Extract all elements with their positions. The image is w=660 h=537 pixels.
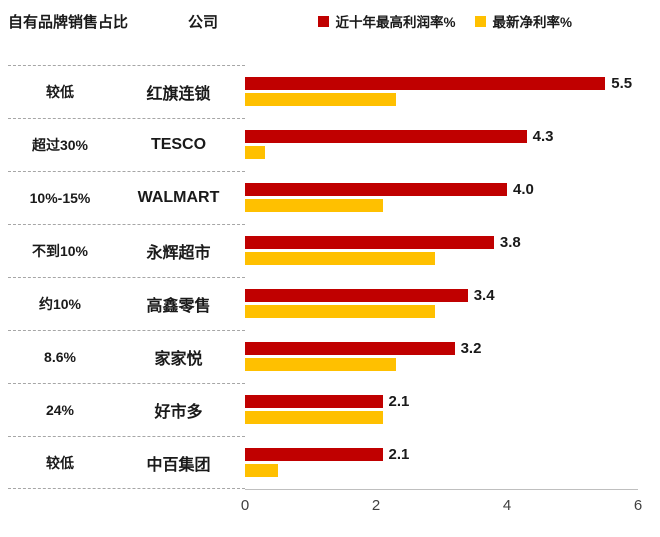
row-labels: 约10% 高鑫零售 [8, 277, 245, 330]
max-profit-bar-line: 2.1 [245, 392, 638, 410]
share-label: 8.6% [44, 349, 76, 365]
chart-row: 较低 中百集团 2.1 [0, 436, 660, 489]
row-labels: 10%-15% WALMART [8, 171, 245, 224]
bar-group: 3.2 [245, 330, 660, 383]
bar-group: 4.0 [245, 171, 660, 224]
max-profit-bar [245, 289, 468, 302]
row-labels: 超过30% TESCO [8, 118, 245, 171]
net-margin-bar [245, 305, 435, 318]
bar-group: 2.1 [245, 436, 660, 489]
net-margin-bar [245, 464, 278, 477]
company-label: WALMART [137, 189, 220, 206]
x-axis-tick: 6 [633, 497, 643, 514]
net-margin-bar [245, 146, 265, 159]
share-label: 较低 [46, 84, 74, 100]
chart-row: 8.6% 家家悦 3.2 [0, 330, 660, 383]
row-labels: 不到10% 永辉超市 [8, 224, 245, 277]
legend-swatch-yellow-icon [475, 15, 487, 27]
row-labels: 较低 红旗连锁 [8, 65, 245, 118]
company-label: 家家悦 [154, 351, 203, 368]
net-margin-bar-line [245, 146, 638, 160]
net-margin-bar [245, 358, 396, 371]
company-label: TESCO [150, 136, 207, 153]
share-label: 24% [45, 402, 75, 418]
max-profit-bar [245, 342, 455, 355]
bar-group: 2.1 [245, 383, 660, 436]
legend-label-net-margin: 最新净利率% [492, 15, 572, 30]
net-margin-bar-line [245, 93, 638, 107]
company-label: 好市多 [154, 404, 203, 421]
x-axis-tick: 4 [502, 497, 512, 514]
max-profit-bar-line: 5.5 [245, 74, 638, 92]
value-label: 2.1 [388, 445, 410, 463]
max-profit-bar [245, 448, 383, 461]
net-margin-bar [245, 252, 435, 265]
value-label: 3.8 [499, 233, 521, 251]
bar-group: 4.3 [245, 118, 660, 171]
max-profit-bar [245, 183, 507, 196]
share-label: 不到10% [31, 243, 89, 259]
legend-label-max-profit: 近十年最高利润率% [335, 15, 456, 30]
company-label: 高鑫零售 [146, 298, 211, 315]
max-profit-bar-line: 3.8 [245, 233, 638, 251]
row-labels: 8.6% 家家悦 [8, 330, 245, 383]
company-label: 永辉超市 [146, 245, 211, 262]
chart-row: 不到10% 永辉超市 3.8 [0, 224, 660, 277]
share-label: 较低 [46, 454, 74, 471]
net-margin-bar [245, 93, 396, 106]
net-margin-bar-line [245, 358, 638, 372]
share-label: 约10% [38, 296, 82, 312]
max-profit-bar [245, 130, 527, 143]
share-column-title: 自有品牌销售占比 [8, 13, 129, 31]
company-label: 红旗连锁 [146, 86, 211, 103]
value-label: 3.2 [460, 339, 482, 357]
max-profit-bar-line: 4.3 [245, 127, 638, 145]
x-axis-tick: 2 [371, 497, 381, 514]
net-margin-bar-line [245, 305, 638, 319]
net-margin-bar-line [245, 411, 638, 425]
share-label: 10%-15% [29, 190, 91, 206]
value-label: 4.3 [532, 127, 554, 145]
net-margin-bar-line [245, 199, 638, 213]
chart-rows: 较低 红旗连锁 5.5 超过30% TESCO 4.3 10%-15% WALMART 4.0 不… [0, 65, 660, 489]
bar-group: 3.8 [245, 224, 660, 277]
max-profit-bar [245, 395, 383, 408]
net-margin-bar-line [245, 464, 638, 478]
chart-row: 约10% 高鑫零售 3.4 [0, 277, 660, 330]
value-label: 4.0 [513, 180, 534, 198]
x-axis: 0 2 4 6 [241, 489, 642, 520]
chart-header: 自有品牌销售占比 公司 近十年最高利润率% 最新净利率% [0, 0, 660, 32]
net-margin-bar [245, 199, 383, 212]
share-label: 超过30% [31, 137, 89, 153]
x-axis-tick: 0 [240, 497, 250, 514]
max-profit-bar-line: 2.1 [245, 445, 638, 463]
value-label: 2.1 [388, 392, 410, 410]
legend-swatch-red-icon [318, 15, 330, 27]
max-profit-bar-line: 3.4 [245, 286, 638, 304]
max-profit-bar-line: 4.0 [245, 180, 638, 198]
value-label: 5.5 [611, 74, 633, 92]
row-labels: 24% 好市多 [8, 383, 245, 436]
max-profit-bar [245, 77, 606, 90]
legend-item-max-profit: 近十年最高利润率% [318, 11, 455, 31]
bar-group: 3.4 [245, 277, 660, 330]
bar-group: 5.5 [245, 65, 660, 118]
net-margin-bar [245, 411, 383, 424]
chart-row: 较低 红旗连锁 5.5 [0, 65, 660, 118]
legend-item-net-margin: 最新净利率% [475, 11, 572, 31]
chart-row: 超过30% TESCO 4.3 [0, 118, 660, 171]
max-profit-bar-line: 3.2 [245, 339, 638, 357]
value-label: 3.4 [473, 286, 495, 304]
company-label: 中百集团 [146, 456, 211, 474]
legend: 近十年最高利润率% 最新净利率% [318, 11, 650, 31]
company-column-title: 公司 [188, 13, 219, 31]
chart-row: 24% 好市多 2.1 [0, 383, 660, 436]
chart-row: 10%-15% WALMART 4.0 [0, 171, 660, 224]
row-labels: 较低 中百集团 [8, 436, 245, 489]
max-profit-bar [245, 236, 494, 249]
net-margin-bar-line [245, 252, 638, 266]
